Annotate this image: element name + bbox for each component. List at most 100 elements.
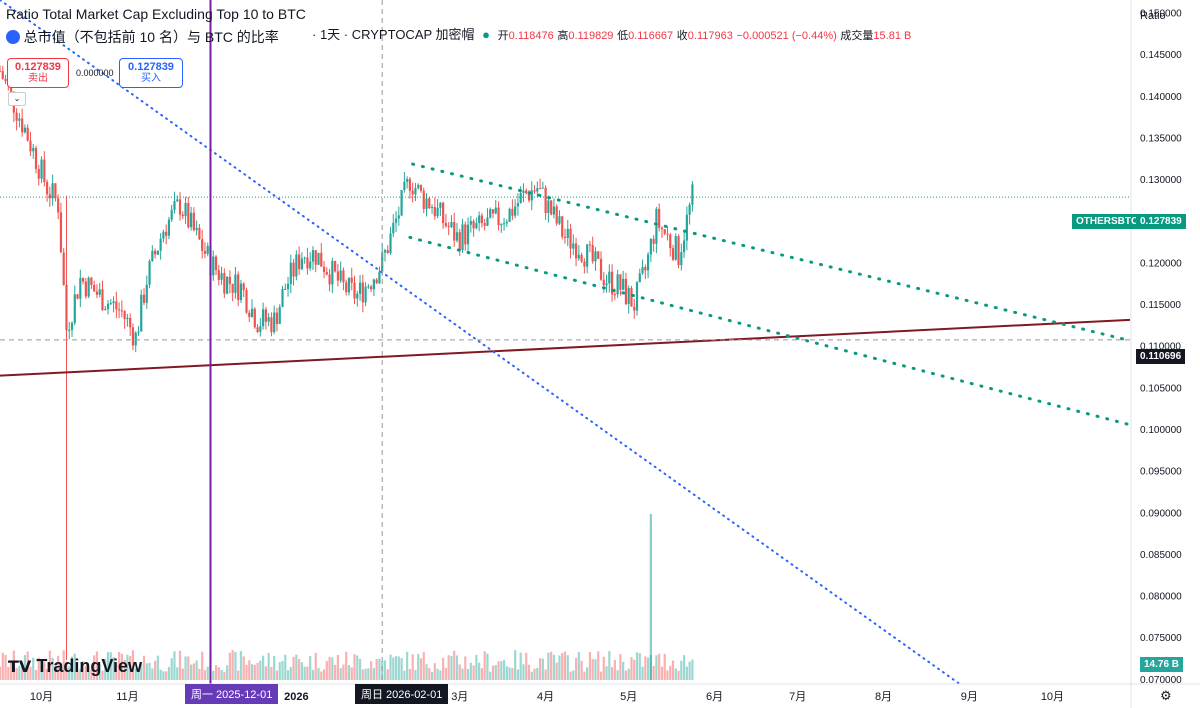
volume-bar [586,667,589,680]
volume-bar [26,651,29,680]
candle-body [364,286,367,303]
volume-bar [95,651,99,680]
volume-bar [126,654,129,680]
volume-bar [57,655,60,680]
candle-body [170,209,173,220]
volume-bar [286,670,290,680]
volume-bar [635,652,639,680]
candle-body [677,236,680,266]
close-value: 0.117963 [687,30,733,42]
volume-bar [237,670,240,680]
volume-bar [386,669,389,680]
time-marker-2: 周日 2026-02-01 [355,684,449,704]
volume-bar [580,660,583,680]
candle-body [18,118,21,121]
volume-label: 成交量 [840,30,874,42]
candle-body [633,306,636,311]
candle-body [688,204,691,215]
candle-body [472,221,475,229]
volume-bar [159,669,162,680]
volume-bar [84,665,87,680]
settings-gear-icon[interactable]: ⚙ [1160,688,1172,703]
candle-body [547,200,550,213]
candle-body [597,251,600,259]
volume-bar [21,666,24,680]
volume-bar [51,657,54,680]
buy-button[interactable]: 0.127839 买入 [119,58,183,88]
volume-bar [59,664,63,680]
candle-body [658,208,661,228]
candle-body [176,199,179,202]
time-tick-label: 11月 [116,691,138,703]
candle-body [62,252,65,285]
candle-body [536,188,539,192]
channel-lower-line [408,235,1132,427]
candle-body [483,223,486,226]
price-tick-label: 0.105000 [1140,383,1182,394]
collapse-chevron-icon[interactable]: ⌄ [8,92,26,106]
buy-price: 0.127839 [128,61,174,73]
candle-body [284,289,287,291]
buy-label: 买入 [141,73,161,84]
candle-body [59,212,63,253]
candle-body [162,231,165,239]
candle-body [466,224,470,245]
candle-body [455,232,459,241]
candle-body [286,283,290,290]
candle-body [444,223,448,227]
volume-bar [342,664,345,680]
candle-body [167,219,171,236]
volume-bar [250,664,254,680]
candle-body [461,224,464,251]
candle-body [84,281,87,297]
candle-body [178,199,182,215]
candle-body [403,181,406,191]
candle-body [555,206,558,224]
candle-body [500,223,503,226]
candle-body [342,270,345,283]
candle-body [264,309,267,322]
scale-button[interactable]: Ratio [1140,10,1166,22]
candle-body [331,260,334,285]
candle-body [129,317,132,328]
volume-bar [334,664,337,680]
time-tick-label: 4月 [537,691,554,703]
candle-body [660,227,664,230]
candle-body [591,245,594,262]
candle-body [610,271,614,295]
candle-body [613,294,616,296]
crosshair-price-tag: 0.110696 [1136,349,1186,364]
volume-bar [599,671,603,680]
candle-body [411,190,414,195]
volume-bar [98,664,101,680]
symbol-tag: OTHERSBTC [1072,214,1143,229]
volume-bar [502,660,506,680]
volume-bar [594,659,597,680]
candle-body [90,277,93,285]
candle-body [278,307,281,324]
volume-bar [406,651,409,680]
candle-body [314,250,317,265]
candle-body [486,217,489,226]
candle-body [303,257,306,259]
price-tick-label: 0.135000 [1140,133,1182,144]
candle-body [273,312,276,333]
candle-body [250,308,254,317]
volume-bar [29,666,32,680]
volume-bar [383,660,387,680]
candle-body [173,201,176,210]
sell-button[interactable]: 0.127839 卖出 [7,58,69,88]
volume-bar [508,667,511,680]
candle-body [245,290,248,313]
drawings[interactable] [0,0,1132,684]
volume-bar [156,655,159,680]
chart-title: Ratio Total Market Cap Excluding Top 10 … [6,6,306,22]
volume-bar [217,667,220,680]
volume-bar [608,650,611,680]
candle-body [117,309,121,311]
volume-bar [680,660,683,680]
candle-body [406,179,409,182]
candle-body [336,271,339,281]
candle-body [583,261,586,267]
